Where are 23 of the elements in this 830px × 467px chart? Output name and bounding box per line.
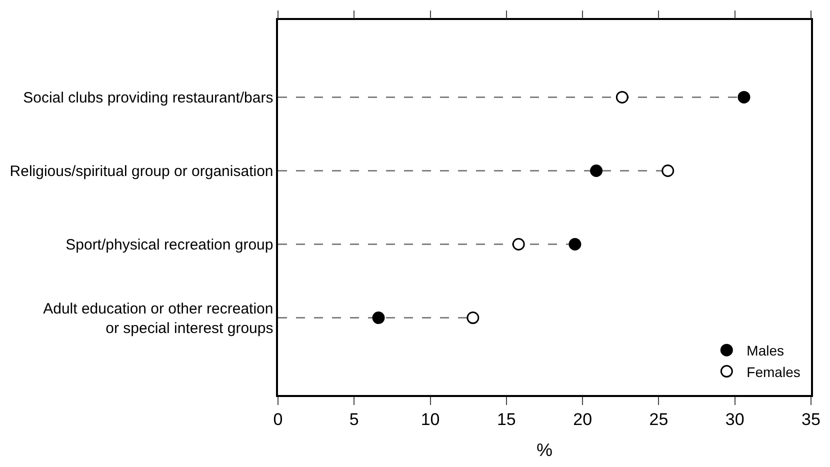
point	[512, 238, 525, 251]
point	[590, 164, 603, 177]
y-tick-label: Social clubs providing restaurant/bars	[23, 89, 274, 106]
y-tick-label: Adult education or other recreation or special interest groups	[43, 300, 274, 337]
y-tick-label: Religious/spiritual group or organisation	[10, 162, 274, 180]
point	[616, 90, 628, 104]
legend-label: Females	[746, 364, 800, 380]
x-tick-label: 15	[496, 410, 516, 430]
point	[738, 90, 750, 104]
x-tick-label: 25	[649, 410, 668, 430]
point	[568, 238, 582, 251]
point	[372, 312, 385, 324]
legend-label: Males	[746, 342, 784, 359]
x-tick-label: 35	[802, 410, 820, 430]
point	[466, 312, 480, 324]
point	[662, 164, 674, 177]
x-axis-title: %	[536, 440, 553, 460]
x-tick-label: 30	[725, 410, 744, 430]
x-tick-label: 0	[273, 410, 283, 430]
y-tick-label: Sport/physical recreation group	[66, 236, 274, 254]
x-tick-label: 20	[573, 410, 592, 430]
x-tick-label: 10	[420, 410, 440, 430]
x-tick-label: 5	[349, 410, 359, 430]
